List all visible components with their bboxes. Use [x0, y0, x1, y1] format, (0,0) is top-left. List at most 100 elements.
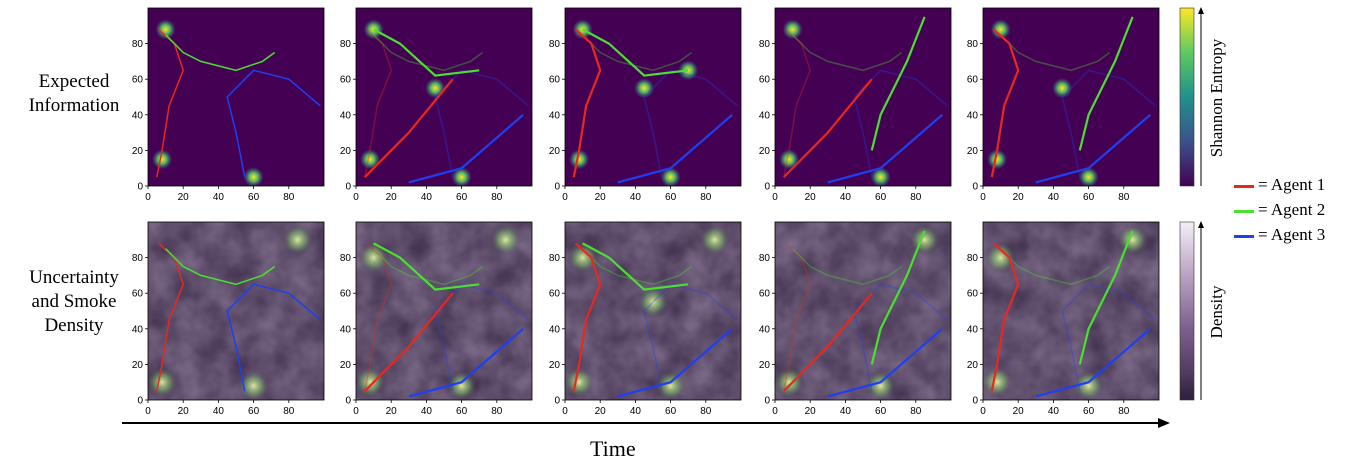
- panel-frame: [982, 7, 1160, 187]
- y-tick-label: 80: [759, 39, 771, 50]
- hotspot: [354, 366, 387, 399]
- density-panel: 0 20 40 60 80 0 20 40 60 80: [132, 221, 325, 417]
- density-panel: 0 20 40 60 80 0 20 40 60 80: [340, 221, 533, 417]
- legend-swatch-agent-2: [1234, 209, 1254, 213]
- hotspot: [773, 366, 806, 399]
- x-tick-label: 20: [386, 192, 398, 203]
- legend-swatch-agent-1: [1234, 184, 1254, 188]
- hotspot: [243, 167, 264, 188]
- hotspot: [360, 149, 381, 170]
- hotspot: [363, 19, 384, 40]
- agent-2-current-path: [870, 230, 926, 365]
- x-tick-label: 0: [772, 406, 778, 417]
- hotspot: [237, 369, 270, 402]
- hotspot: [281, 223, 314, 256]
- agent-2-trajectory: [792, 34, 903, 72]
- y-tick-label: 0: [764, 396, 770, 407]
- y-tick-label: 60: [549, 289, 561, 300]
- panel-frame: [774, 221, 952, 401]
- y-tick-label: 0: [137, 396, 143, 407]
- agent-3-current-path: [827, 327, 943, 398]
- agent-3-current-path: [827, 113, 943, 184]
- hotspot: [1116, 223, 1149, 256]
- x-tick-label: 40: [840, 192, 852, 203]
- x-tick-label: 80: [283, 192, 295, 203]
- agent-2-trajectory: [1000, 34, 1111, 72]
- agent-2-current-path: [1078, 230, 1134, 365]
- entropy-axis-arrow: [1198, 7, 1204, 186]
- agent-1-current-path: [990, 242, 1020, 392]
- y-tick-label: 40: [967, 110, 979, 121]
- agent-1-current-path: [364, 292, 454, 392]
- agent-2-trajectory: [373, 34, 484, 72]
- y-tick-label: 20: [967, 146, 979, 157]
- y-tick-label: 60: [759, 289, 771, 300]
- x-tick-label: 80: [491, 192, 503, 203]
- hotspot: [990, 19, 1011, 40]
- density-colorbar: [1179, 221, 1195, 401]
- hotspot: [451, 167, 472, 188]
- legend-label: = Agent 2: [1258, 200, 1326, 219]
- x-tick-label: 0: [980, 192, 986, 203]
- y-tick-label: 40: [759, 110, 771, 121]
- y-tick-label: 20: [549, 360, 561, 371]
- hotspot: [152, 149, 173, 170]
- x-tick-label: 40: [1048, 192, 1060, 203]
- agent-2-trajectory: [373, 248, 484, 286]
- x-tick-label: 60: [875, 192, 887, 203]
- y-tick-label: 40: [549, 110, 561, 121]
- entropy-panel: 0 20 40 60 80 0 20 40 60 80: [967, 7, 1160, 203]
- agent-1-trajectory: [783, 28, 811, 178]
- y-tick-label: 40: [967, 324, 979, 335]
- y-tick-label: 0: [972, 182, 978, 193]
- hotspot: [984, 241, 1017, 274]
- row-label-line: Expected: [38, 71, 110, 92]
- y-tick-label: 20: [759, 146, 771, 157]
- agent-2-current-path: [582, 242, 689, 291]
- hotspot: [981, 366, 1014, 399]
- hotspot: [782, 19, 803, 40]
- x-tick-label: 80: [1118, 192, 1130, 203]
- agent-3-current-path: [408, 327, 524, 398]
- y-tick-label: 60: [132, 289, 144, 300]
- y-tick-label: 40: [340, 110, 352, 121]
- entropy-colorbar: [1179, 7, 1195, 187]
- x-tick-label: 40: [421, 406, 433, 417]
- y-tick-label: 80: [759, 253, 771, 264]
- y-tick-label: 60: [132, 75, 144, 86]
- hotspot: [1052, 78, 1073, 99]
- panel-frame: [147, 221, 325, 401]
- hotspot: [698, 223, 731, 256]
- x-tick-label: 80: [700, 406, 712, 417]
- y-tick-label: 20: [340, 360, 352, 371]
- hotspot: [566, 241, 599, 274]
- y-tick-label: 80: [967, 253, 979, 264]
- y-tick-label: 20: [132, 360, 144, 371]
- hotspot: [569, 149, 590, 170]
- hotspot: [870, 167, 891, 188]
- agent-2-trajectory: [165, 248, 276, 286]
- agent-3-current-path: [1035, 327, 1151, 398]
- row-label-line: Density: [44, 315, 104, 336]
- agent-3-trajectory: [643, 69, 738, 178]
- agent-2-trajectory: [582, 248, 693, 286]
- y-tick-label: 60: [340, 289, 352, 300]
- hotspot: [357, 241, 390, 274]
- y-tick-label: 40: [132, 110, 144, 121]
- agent-1-current-path: [783, 292, 873, 392]
- y-tick-label: 80: [132, 39, 144, 50]
- agent-2-current-path: [373, 242, 480, 291]
- panel-frame: [564, 221, 742, 401]
- y-tick-label: 0: [345, 182, 351, 193]
- density-panel: 0 20 40 60 80 0 20 40 60 80: [967, 221, 1160, 417]
- agent-3-trajectory: [226, 283, 321, 392]
- hotspot: [146, 366, 179, 399]
- x-tick-label: 20: [178, 192, 190, 203]
- y-tick-label: 40: [340, 324, 352, 335]
- y-tick-label: 0: [554, 396, 560, 407]
- entropy-panel: 0 20 40 60 80 0 20 40 60 80: [340, 7, 533, 203]
- y-tick-label: 60: [967, 75, 979, 86]
- panel-frame: [774, 7, 952, 187]
- agent-1-current-path: [572, 28, 602, 178]
- agent-1-current-path: [783, 78, 873, 178]
